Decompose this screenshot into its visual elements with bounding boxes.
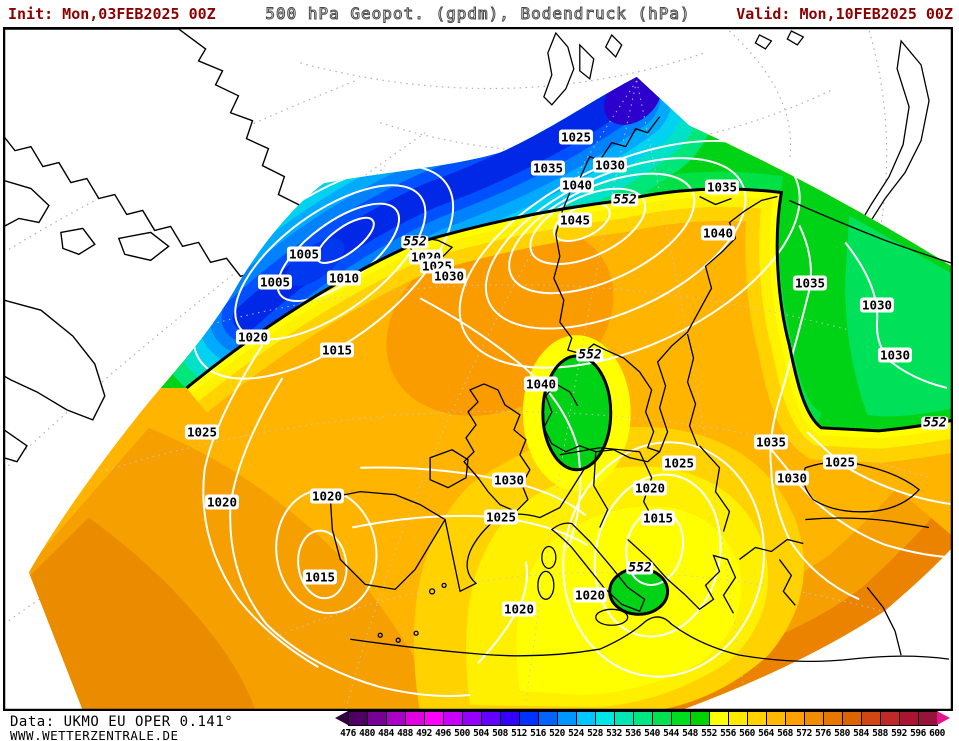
colorbar-cell <box>899 711 919 726</box>
weather-map-canvas <box>4 28 952 710</box>
colorbar-cell <box>804 711 824 726</box>
colorbar-cell <box>595 711 615 726</box>
colorbar-value-label: 496 <box>435 728 451 739</box>
colorbar-cell <box>671 711 691 726</box>
colorbar-value-label: 512 <box>511 728 527 739</box>
colorbar-value-label: 576 <box>815 728 831 739</box>
header-bar: Init: Mon,03FEB2025 00Z 500 hPa Geopot. … <box>0 0 959 27</box>
map-border <box>4 28 952 710</box>
colorbar-value-label: 552 <box>701 728 717 739</box>
colorbar-value-label: 492 <box>416 728 432 739</box>
data-source-label: Data: UKMO EU OPER 0.141° <box>10 714 234 730</box>
colorbar: 476 480 484 488 492 496 500 504 508 512 516 520 524 5… <box>335 711 955 741</box>
colorbar-value-label: 488 <box>397 728 413 739</box>
colorbar-cell <box>652 711 672 726</box>
colorbar-value-label: 540 <box>644 728 660 739</box>
colorbar-value-label: 500 <box>454 728 470 739</box>
colorbar-value-label: 516 <box>530 728 546 739</box>
colorbar-value-label: 476 <box>340 728 356 739</box>
colorbar-value-label: 532 <box>606 728 622 739</box>
colorbar-value-label: 508 <box>492 728 508 739</box>
colorbar-cell <box>462 711 482 726</box>
colorbar-cell <box>481 711 501 726</box>
colorbar-cell <box>405 711 425 726</box>
colorbar-value-label: 548 <box>682 728 698 739</box>
colorbar-cell <box>728 711 748 726</box>
colorbar-cell <box>766 711 786 726</box>
chart-title: 500 hPa Geopot. (gpdm), Bodendruck (hPa) <box>265 4 691 24</box>
coastlines-europe <box>329 116 952 663</box>
colorbar-cell <box>614 711 634 726</box>
colorbar-value-label: 480 <box>359 728 375 739</box>
colorbar-cell <box>367 711 387 726</box>
colorbar-cell <box>747 711 767 726</box>
colorbar-cell <box>823 711 843 726</box>
colorbar-left-arrow <box>335 711 348 725</box>
colorbar-value-label: 536 <box>625 728 641 739</box>
colorbar-cell <box>386 711 406 726</box>
colorbar-cell <box>576 711 596 726</box>
colorbar-value-label: 520 <box>549 728 565 739</box>
colorbar-cell <box>424 711 444 726</box>
colorbar-value-label: 556 <box>720 728 736 739</box>
colorbar-value-label: 528 <box>587 728 603 739</box>
colorbar-cell <box>690 711 710 726</box>
colorbar-value-label: 580 <box>834 728 850 739</box>
map-frame <box>3 27 953 711</box>
colorbar-cell <box>348 711 368 726</box>
colorbar-value-label: 596 <box>910 728 926 739</box>
colorbar-value-label: 584 <box>853 728 869 739</box>
colorbar-cell <box>785 711 805 726</box>
valid-time-label: Valid: Mon,10FEB2025 00Z <box>736 5 953 23</box>
colorbar-cell <box>519 711 539 726</box>
colorbar-cell <box>633 711 653 726</box>
colorbar-cell <box>500 711 520 726</box>
colorbar-value-label: 588 <box>872 728 888 739</box>
colorbar-value-label: 560 <box>739 728 755 739</box>
colorbar-cell <box>880 711 900 726</box>
website-label: WWW.WETTERZENTRALE.DE <box>10 728 179 741</box>
colorbar-value-label: 572 <box>796 728 812 739</box>
colorbar-value-label: 600 <box>929 728 945 739</box>
coastline-arctic-islands <box>543 30 930 250</box>
init-time-label: Init: Mon,03FEB2025 00Z <box>8 5 216 23</box>
colorbar-value-label: 568 <box>777 728 793 739</box>
colorbar-value-label: 524 <box>568 728 584 739</box>
colorbar-cell <box>443 711 463 726</box>
colorbar-value-label: 592 <box>891 728 907 739</box>
colorbar-cell <box>709 711 729 726</box>
colorbar-value-label: 544 <box>663 728 679 739</box>
colorbar-cell <box>861 711 881 726</box>
colorbar-value-label: 504 <box>473 728 489 739</box>
colorbar-cell <box>918 711 938 726</box>
colorbar-cell <box>538 711 558 726</box>
colorbar-cell <box>557 711 577 726</box>
colorbar-right-arrow <box>937 711 950 725</box>
colorbar-value-label: 564 <box>758 728 774 739</box>
colorbar-cell <box>842 711 862 726</box>
colorbar-value-label: 484 <box>378 728 394 739</box>
